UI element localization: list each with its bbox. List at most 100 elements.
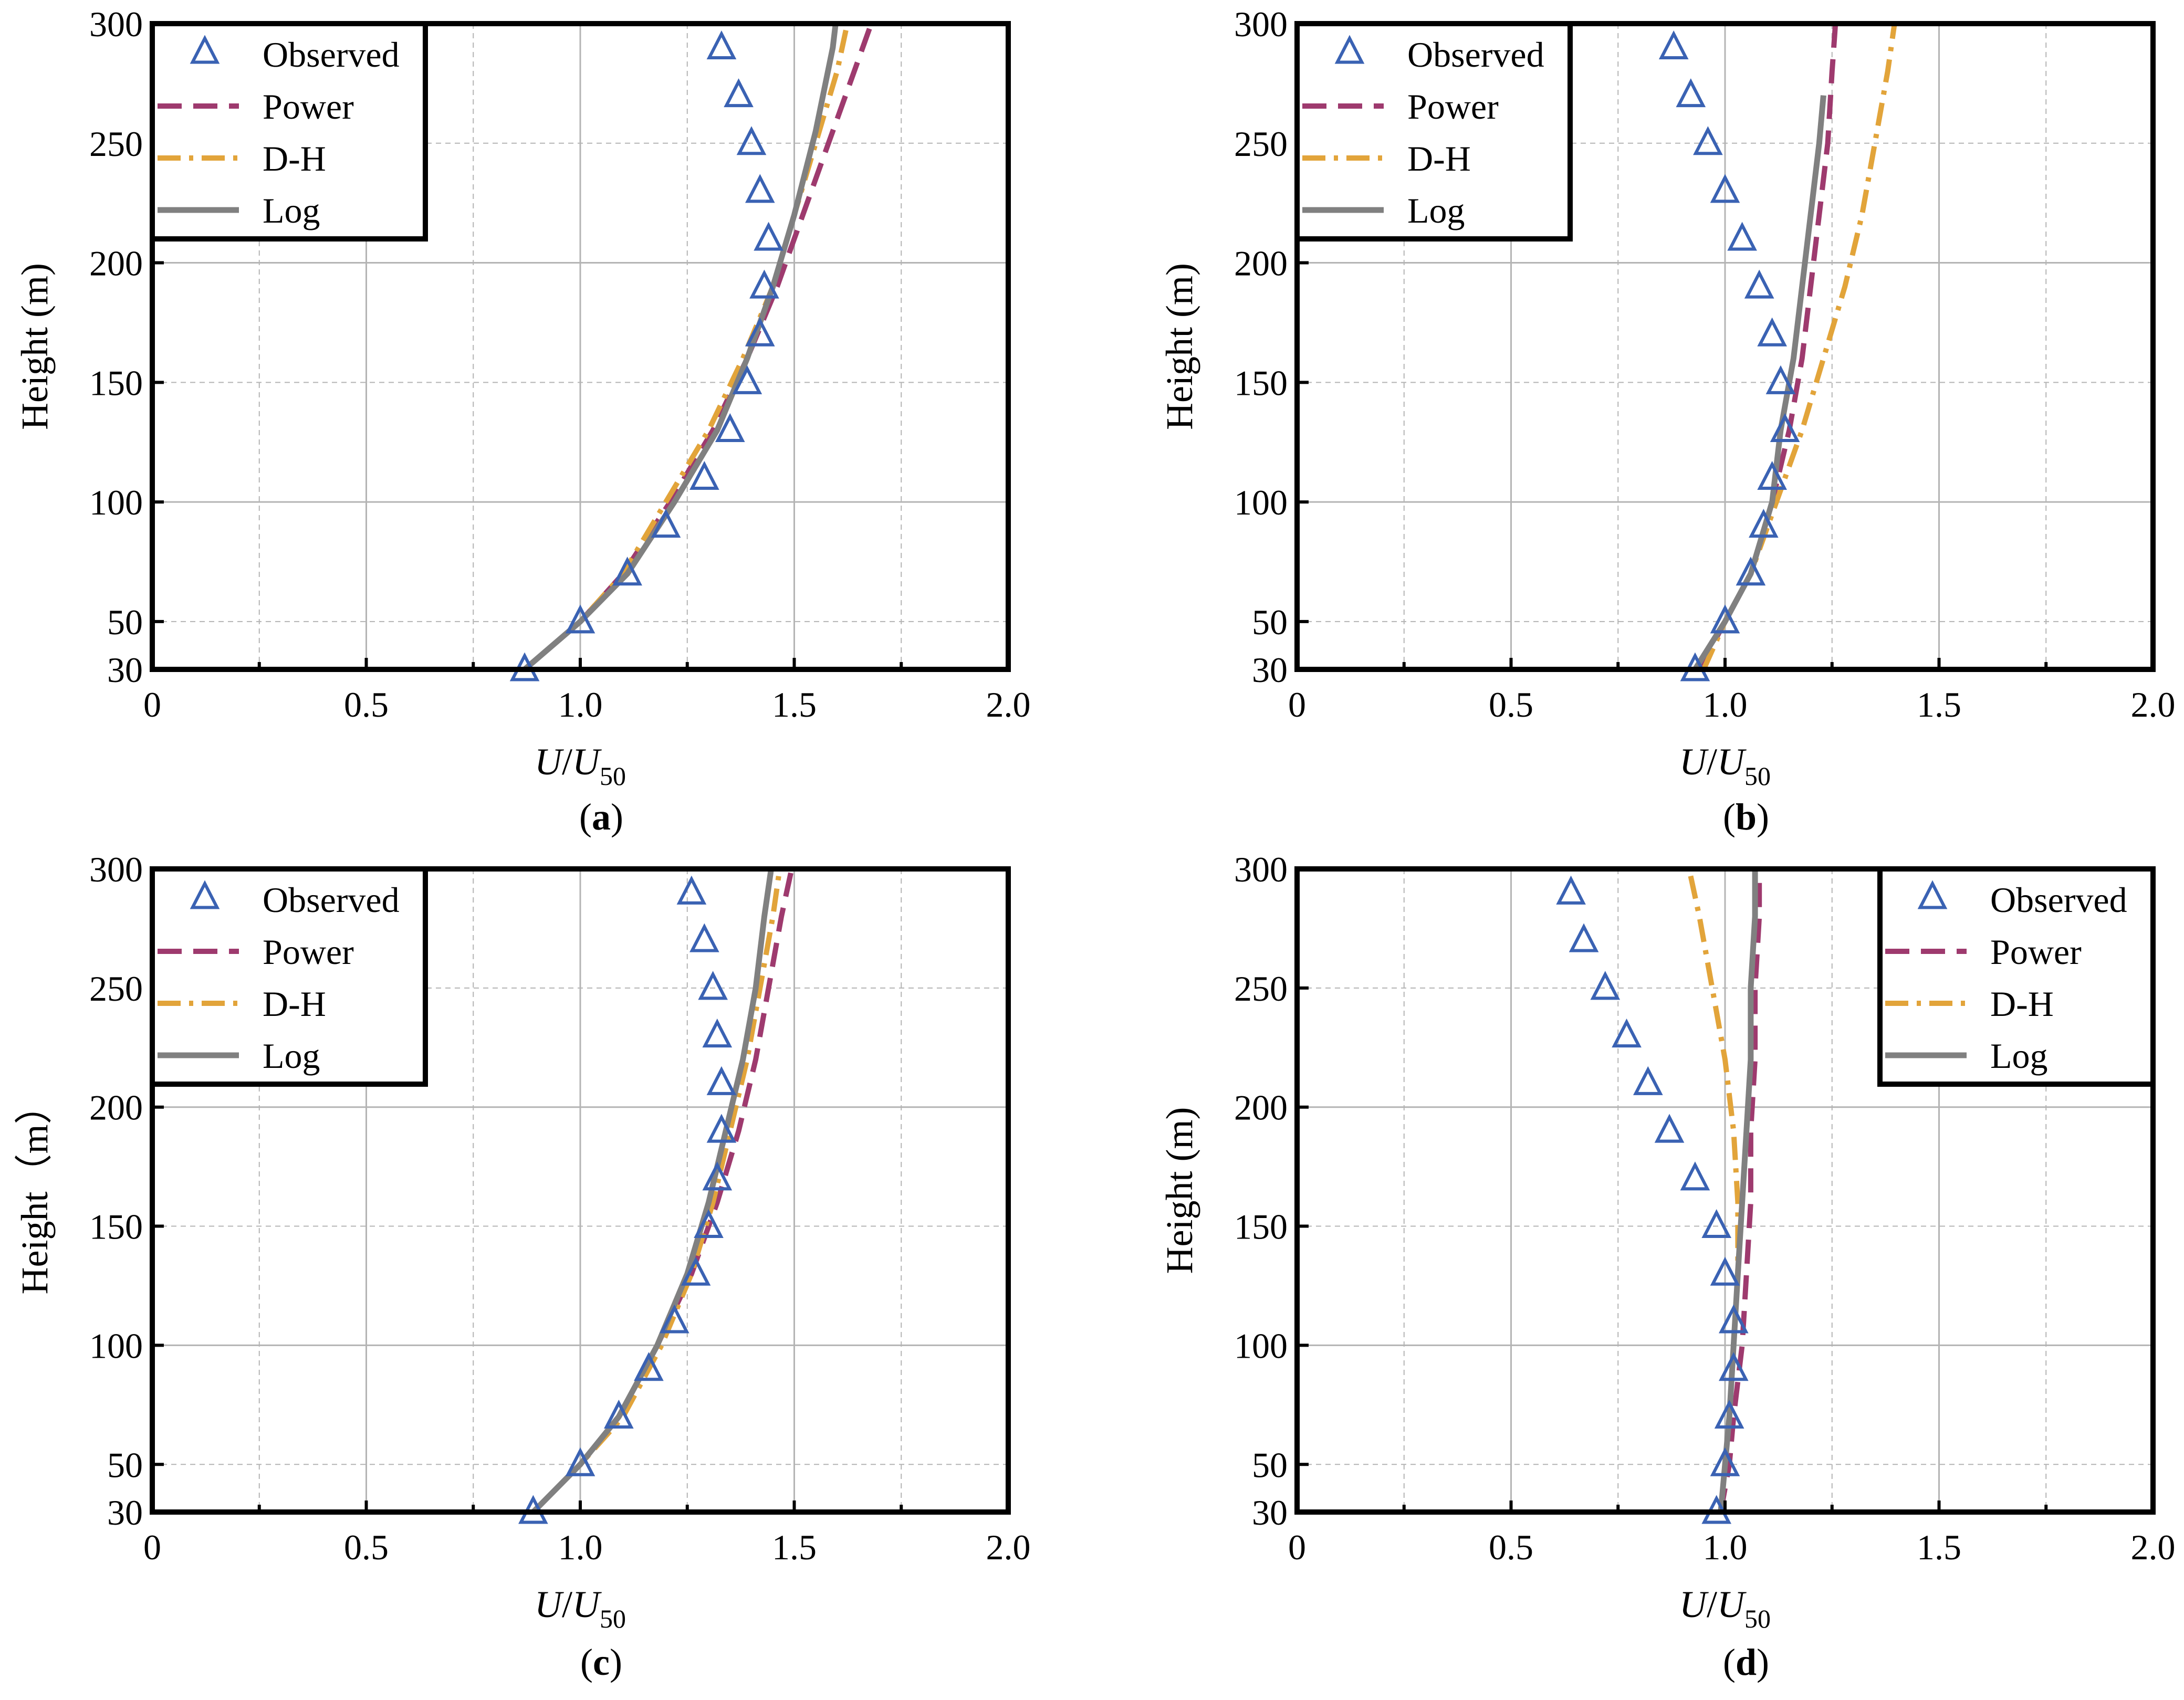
y-axis-title: Height (m) (14, 263, 56, 430)
y-axis-title: Height (m) (1158, 1107, 1200, 1274)
x-tick-label: 0 (1288, 685, 1306, 725)
legend: Observed Power D-H Log (1877, 866, 2156, 1087)
legend-box (1877, 866, 2156, 1087)
observed-point (1736, 557, 1766, 586)
y-axis-title: Height (m) (1158, 263, 1200, 430)
legend-box (150, 866, 428, 1087)
y-tick-label: 300 (89, 4, 143, 44)
y-tick-label: 200 (1234, 1088, 1288, 1128)
legend-label: D-H (263, 139, 326, 179)
observed-point (698, 971, 728, 1000)
observed-point (1757, 317, 1787, 347)
dh-line (1701, 24, 1897, 669)
observed-point (565, 1447, 595, 1476)
x-tick-label: 2.0 (986, 1527, 1031, 1567)
observed-point (604, 1399, 634, 1429)
observed-point (1770, 413, 1800, 442)
y-tick-label: 200 (89, 1088, 143, 1128)
y-tick-label: 50 (107, 602, 143, 642)
legend-label: Power (263, 932, 354, 972)
y-tick-label: 250 (89, 969, 143, 1009)
observed-point (1765, 365, 1796, 394)
dh-line (523, 24, 850, 669)
observed-point (634, 1352, 664, 1381)
observed-point (651, 509, 681, 538)
y-tick-label: 100 (89, 482, 143, 522)
observed-point (749, 269, 779, 299)
power-line (1697, 24, 1838, 669)
y-tick-label: 250 (1234, 124, 1288, 164)
x-tick-label: 0.5 (344, 685, 389, 725)
legend: Observed Power D-H Log (1294, 21, 1573, 242)
observed-point (1658, 30, 1689, 60)
x-tick-label: 2.0 (2131, 1527, 2176, 1567)
legend-label: Power (1990, 932, 2082, 972)
legend-label: Observed (1990, 880, 2127, 920)
x-tick-label: 1.0 (558, 1527, 603, 1567)
observed-point (736, 126, 767, 155)
log-line (1718, 869, 1758, 1512)
observed-point (706, 30, 737, 60)
observed-point (1749, 509, 1779, 538)
x-tick-label: 1.0 (558, 685, 603, 725)
power-line (531, 869, 795, 1512)
x-axis-title: U/U50 (535, 1583, 626, 1633)
observed-point (689, 923, 719, 952)
observed-point (706, 1066, 737, 1095)
panel-caption: (a) (579, 796, 623, 838)
x-tick-label: 2.0 (986, 685, 1031, 725)
log-line (531, 869, 775, 1512)
observed-point (1757, 460, 1787, 490)
legend-box (1294, 21, 1573, 242)
x-tick-label: 1.5 (1917, 1527, 1961, 1567)
x-tick-label: 1.5 (772, 685, 817, 725)
observed-point (1714, 1399, 1744, 1429)
y-tick-label: 200 (89, 244, 143, 284)
observed-point (706, 1114, 737, 1143)
log-line (1692, 95, 1826, 669)
y-tick-label: 50 (1252, 602, 1288, 642)
observed-point (1680, 1161, 1710, 1191)
y-tick-label: 50 (1252, 1445, 1288, 1485)
legend-label: D-H (263, 984, 326, 1024)
y-tick-label: 300 (1234, 849, 1288, 889)
legend-observed-symbol (1917, 880, 1948, 909)
observed-point (1701, 1209, 1732, 1239)
log-line (523, 24, 839, 669)
observed-point (676, 875, 707, 905)
x-tick-label: 1.0 (1703, 1527, 1748, 1567)
observed-point (1710, 174, 1740, 203)
observed-point (1612, 1019, 1642, 1048)
x-tick-label: 0.5 (344, 1527, 389, 1567)
y-axis-title: Height（m） (14, 1087, 56, 1295)
legend-observed-symbol (190, 35, 220, 64)
legend-observed-symbol (190, 880, 220, 909)
x-tick-label: 2.0 (2131, 685, 2176, 725)
legend-label: Observed (263, 880, 400, 920)
observed-point (612, 557, 642, 586)
observed-point (1633, 1066, 1663, 1095)
legend-label: D-H (1990, 984, 2054, 1024)
legend-label: D-H (1407, 139, 1471, 179)
observed-point (732, 365, 762, 394)
observed-point (1710, 1256, 1740, 1286)
y-tick-label: 150 (89, 363, 143, 403)
y-tick-label: 300 (1234, 4, 1288, 44)
observed-point (745, 174, 775, 203)
power-line (1718, 869, 1762, 1512)
observed-point (1718, 1304, 1749, 1334)
panel-caption: (b) (1723, 796, 1769, 838)
x-tick-label: 0.5 (1489, 685, 1533, 725)
y-tick-label: 100 (1234, 482, 1288, 522)
legend-box (150, 21, 428, 242)
y-tick-label: 250 (1234, 969, 1288, 1009)
observed-point (1710, 1447, 1740, 1476)
legend-label: Observed (263, 35, 400, 75)
panel-caption: (d) (1723, 1641, 1769, 1683)
observed-point (1727, 222, 1757, 251)
x-tick-label: 1.5 (772, 1527, 817, 1567)
x-axis-title: U/U50 (1679, 1583, 1771, 1633)
x-tick-label: 0 (1288, 1527, 1306, 1567)
observed-point (1676, 78, 1706, 108)
